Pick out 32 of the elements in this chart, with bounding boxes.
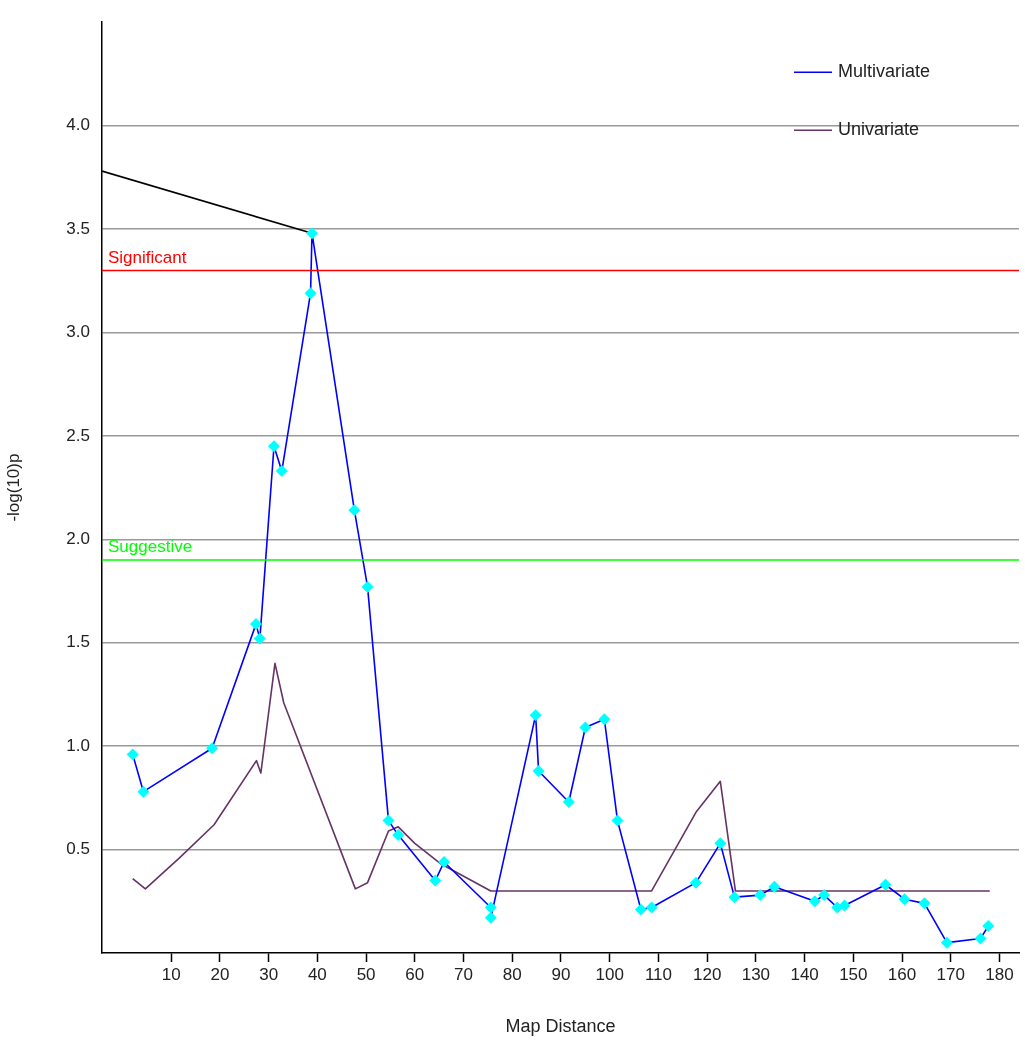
y-tick-label: 2.5	[66, 425, 90, 445]
x-tick-label: 80	[502, 964, 522, 984]
x-tick-label: 170	[936, 964, 965, 984]
ref-line-label: Suggestive	[108, 537, 193, 557]
y-axis-title: -log(10)p	[3, 453, 23, 522]
x-tick-label: 160	[887, 964, 917, 984]
y-tick-label: 3.5	[66, 218, 90, 238]
ref-line-label: Significant	[108, 247, 187, 267]
x-tick-label: 110	[644, 964, 672, 984]
x-tick-label: 30	[259, 964, 279, 984]
x-tick-label: 20	[210, 964, 230, 984]
x-axis-title: Map Distance	[505, 1016, 616, 1037]
x-tick-label: 60	[405, 964, 425, 984]
x-tick-label: 40	[307, 964, 327, 984]
x-tick-label: 130	[741, 964, 771, 984]
y-tick-label: 1.5	[66, 632, 90, 652]
x-tick-label: 90	[551, 964, 571, 984]
x-tick-label: 120	[692, 964, 722, 984]
y-tick-label: 0.5	[66, 839, 90, 859]
x-tick-label: 150	[839, 964, 868, 984]
x-tick-label: 180	[985, 964, 1014, 984]
y-tick-label: 3.0	[66, 322, 90, 342]
y-tick-label: 1.0	[66, 735, 90, 755]
y-tick-label: 4.0	[66, 115, 90, 135]
x-tick-label: 50	[356, 964, 376, 984]
x-tick-label: 70	[454, 964, 473, 984]
x-tick-label: 100	[595, 964, 624, 984]
y-tick-label: 2.0	[66, 529, 90, 548]
legend-label: Univariate	[838, 119, 920, 140]
legend-label: Multivariate	[838, 61, 931, 82]
x-tick-label: 140	[790, 964, 819, 984]
x-tick-label: 10	[161, 964, 181, 984]
